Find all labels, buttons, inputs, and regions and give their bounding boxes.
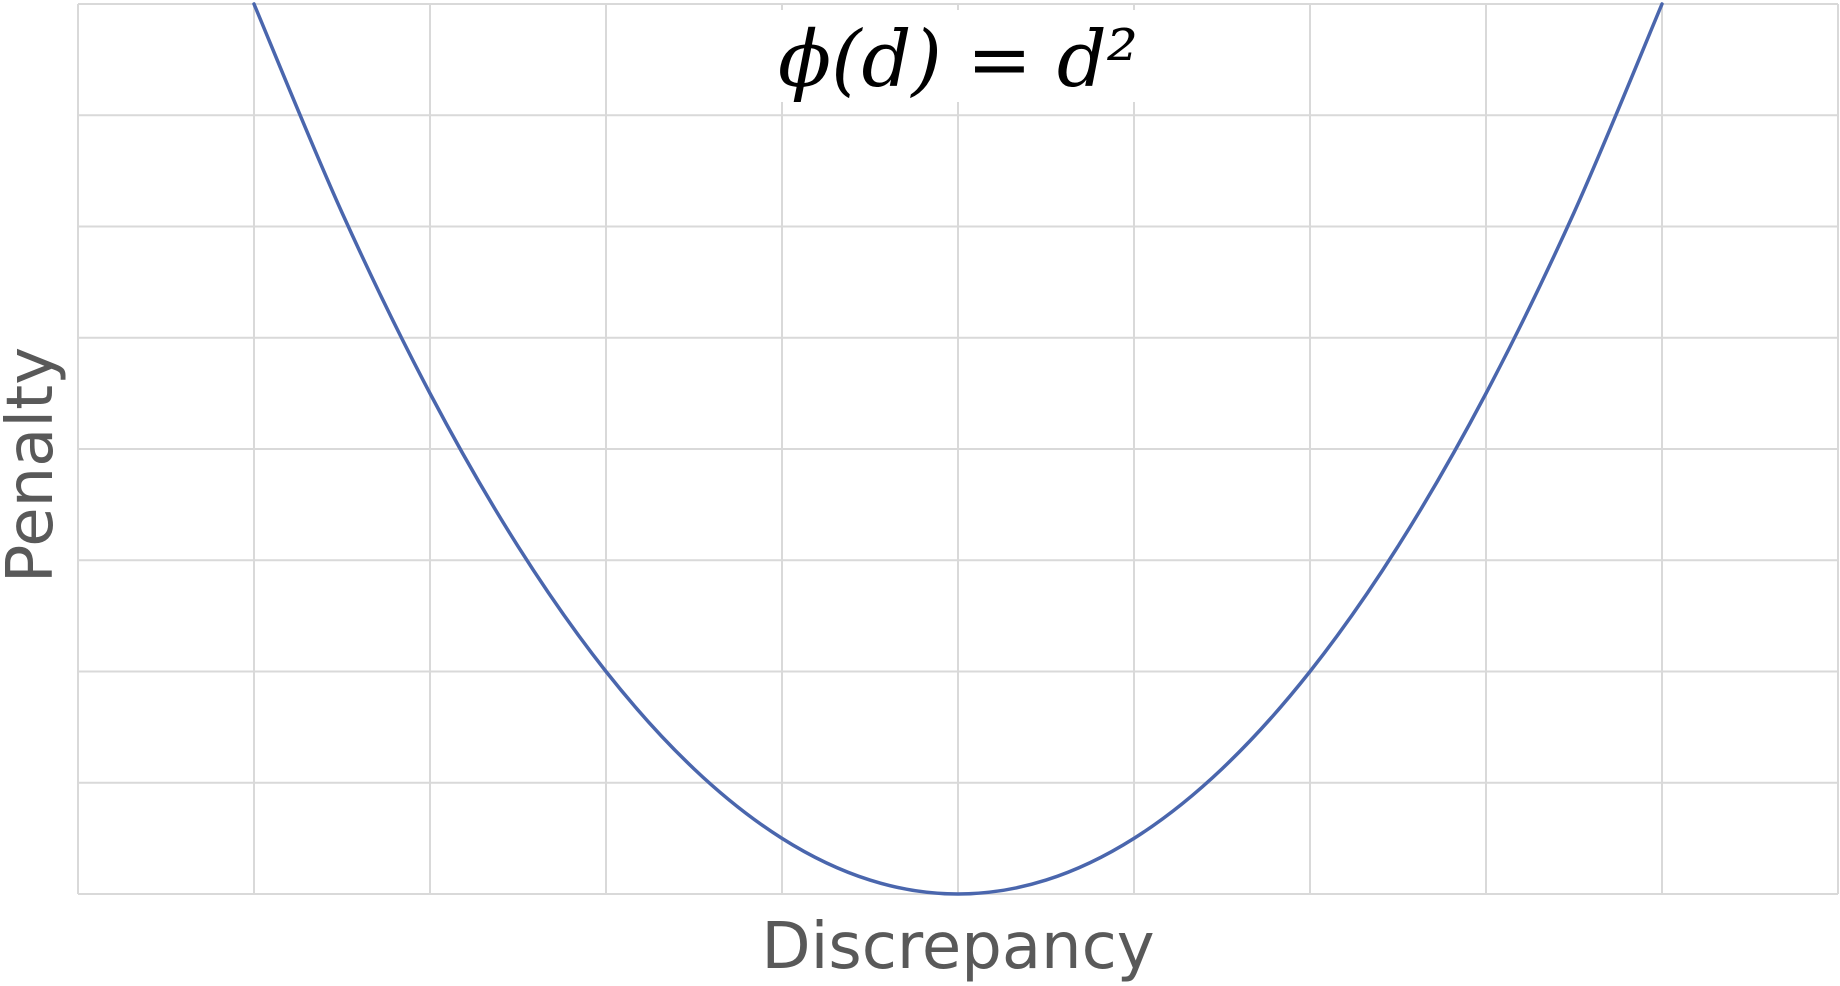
- y-axis-title: Penalty: [0, 347, 68, 583]
- x-axis-title: Discrepancy: [761, 910, 1154, 984]
- chart-title-background: [757, 10, 1159, 102]
- series-layer: [252, 2, 1664, 896]
- series-line-0: [252, 2, 1664, 896]
- grid: [77, 3, 1839, 895]
- chart-title-group: ϕ(d) = d²: [757, 10, 1159, 105]
- chart-title: ϕ(d) = d²: [778, 15, 1138, 105]
